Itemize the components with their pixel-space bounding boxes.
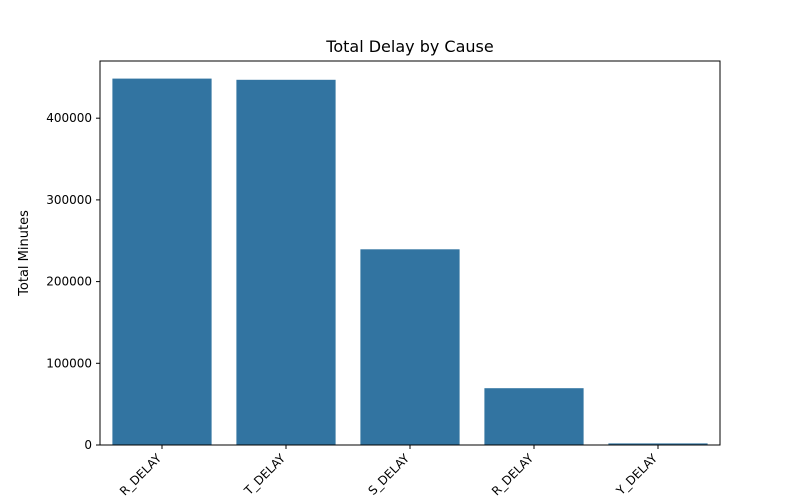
bar-late-aircraft-delay — [236, 79, 336, 446]
bar-security-delay — [608, 443, 708, 445]
y-tick-label: 0 — [84, 438, 92, 452]
x-tick-label: T_DELAY — [241, 451, 289, 499]
x-tick-label: S_DELAY — [365, 451, 412, 498]
bar-nas-delay — [360, 249, 460, 445]
y-axis-ticks: 0 100000 200000 300000 400000 — [46, 111, 100, 452]
bars-group — [112, 78, 708, 446]
x-tick-label: R_DELAY — [489, 451, 537, 499]
y-tick-label: 100000 — [46, 356, 92, 370]
y-tick-label: 400000 — [46, 111, 92, 125]
bar-carrier-delay — [112, 78, 212, 445]
chart-title: Total Delay by Cause — [325, 37, 493, 56]
plot-frame — [99, 60, 721, 446]
x-tick-label: Y_DELAY — [613, 451, 661, 499]
y-tick-label: 200000 — [46, 275, 92, 289]
x-tick-label: R_DELAY — [117, 451, 165, 499]
x-axis-ticks: R_DELAY T_DELAY S_DELAY R_DELAY Y_DELAY — [117, 445, 661, 498]
y-tick-label: 300000 — [46, 193, 92, 207]
bar-weather-delay — [484, 388, 584, 445]
y-axis-label: Total Minutes — [17, 210, 32, 297]
